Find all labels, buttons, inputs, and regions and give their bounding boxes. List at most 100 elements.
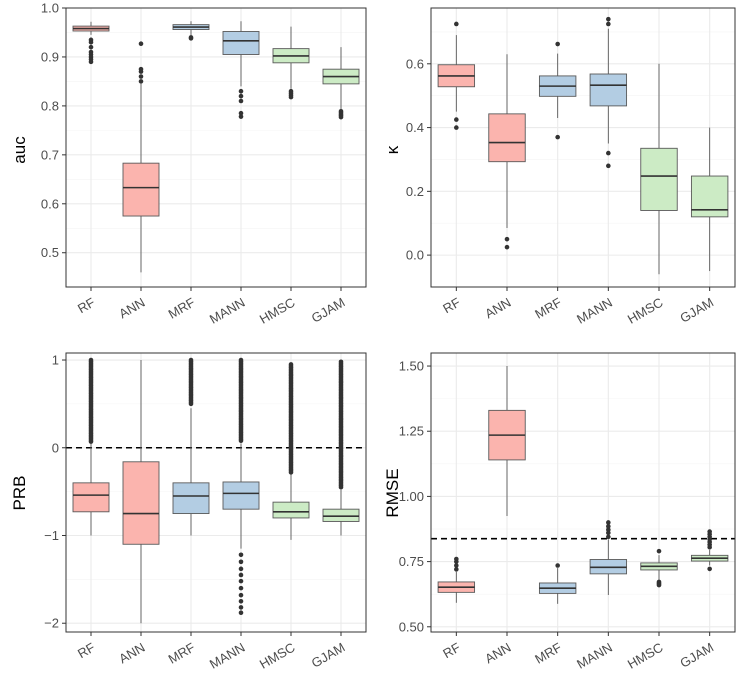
- outlier-point: [238, 585, 244, 591]
- ytick-label: 0.9: [41, 49, 59, 64]
- iqr-box: [122, 162, 160, 217]
- outlier-point: [606, 150, 611, 156]
- iqr-box: [122, 461, 160, 545]
- panel-kappa: κ 0.0 0.2 0.4 0.6 RF ANN MRF MANN HMSC GJAM: [383, 7, 736, 327]
- panel-prb: PRB −2 −1 0 1 RF ANN MRF MANN HMSC GJAM: [10, 352, 367, 672]
- panel-bg-rmse: [431, 353, 735, 632]
- iqr-box: [488, 113, 526, 163]
- outlier-point: [454, 556, 459, 562]
- outlier-point: [238, 552, 244, 558]
- iqr-box: [640, 147, 678, 211]
- box-ann: [122, 41, 160, 273]
- outlier-point: [454, 567, 459, 572]
- ytick-label: 1.50: [399, 359, 424, 374]
- outlier-point: [138, 66, 144, 72]
- box-mrf: [538, 41, 577, 140]
- panel-border: [65, 352, 367, 633]
- box-rf: [437, 556, 476, 603]
- outlier-point: [238, 98, 244, 104]
- xtick-label: MANN: [207, 295, 248, 327]
- outlier-point: [238, 93, 244, 99]
- outlier-point: [238, 610, 244, 615]
- box-mann: [222, 357, 260, 615]
- outlier-point: [454, 21, 459, 27]
- outlier-point: [288, 470, 294, 475]
- xtick-label: ANN: [116, 640, 147, 667]
- iqr-box: [589, 73, 628, 107]
- border-rmse: [430, 352, 736, 633]
- boxes-auc: [72, 21, 360, 273]
- xtick-label: GJAM: [309, 295, 348, 326]
- iqr-box: [72, 482, 110, 513]
- outlier-point: [88, 39, 94, 45]
- outlier-point: [656, 548, 662, 554]
- outlier-point: [707, 529, 712, 534]
- border-auc: [65, 7, 367, 288]
- xtick-label: GJAM: [677, 295, 716, 326]
- yticks-rmse: 0.50 0.75 1.00 1.25 1.50: [399, 359, 431, 634]
- iqr-box: [690, 175, 729, 218]
- outlier-point: [606, 21, 611, 27]
- ytick-label: −1: [44, 528, 59, 543]
- panel-bg-kappa: [431, 8, 735, 287]
- ytick-label: 1: [52, 353, 59, 368]
- ytick-label: 0.6: [41, 196, 59, 211]
- outlier-point: [238, 566, 244, 572]
- outlier-point: [606, 534, 611, 540]
- box-mann: [222, 21, 260, 119]
- outlier-point: [138, 74, 144, 79]
- outlier-point: [238, 88, 244, 94]
- outlier-point: [606, 527, 611, 533]
- outlier-point: [504, 236, 510, 242]
- box-rf: [72, 21, 110, 65]
- xtick-label: HMSC: [257, 640, 298, 672]
- ylabel-rmse: RMSE: [383, 468, 402, 517]
- xtick-label: RF: [440, 640, 463, 662]
- outlier-point: [504, 244, 510, 250]
- box-hmsc: [272, 26, 310, 100]
- box-mrf: [538, 563, 577, 604]
- outlier-point: [238, 572, 244, 578]
- box-ann: [488, 366, 526, 516]
- border-kappa: [430, 7, 736, 288]
- outlier-point: [707, 566, 712, 572]
- outlier-point: [555, 41, 560, 47]
- xtick-label: ANN: [116, 295, 147, 322]
- box-ann: [122, 360, 160, 624]
- ytick-label: 0.2: [406, 184, 424, 199]
- xtick-label: MRF: [532, 640, 564, 667]
- outlier-point: [238, 592, 244, 598]
- iqr-box: [222, 31, 260, 55]
- xtick-label: HMSC: [625, 640, 666, 672]
- box-gjam: [690, 529, 729, 572]
- xtick-label: MANN: [207, 640, 248, 672]
- box-mrf: [172, 357, 210, 536]
- xticks-auc: RF ANN MRF MANN HMSC GJAM: [75, 287, 348, 327]
- box-gjam: [322, 47, 360, 120]
- xtick-label: MRF: [166, 640, 198, 667]
- outlier-point: [606, 520, 611, 525]
- iqr-box: [272, 501, 310, 519]
- box-mrf: [172, 21, 210, 41]
- outlier-point: [238, 598, 244, 604]
- ytick-label: 1.0: [41, 1, 59, 16]
- outlier-point: [238, 559, 244, 565]
- ytick-label: 0.50: [399, 619, 424, 634]
- outlier-point: [188, 401, 194, 407]
- ylabel-prb: PRB: [10, 476, 29, 511]
- panel-bg-prb: [66, 353, 366, 632]
- panel-border: [430, 352, 736, 633]
- yticks-kappa: 0.0 0.2 0.4 0.6: [406, 56, 431, 263]
- xtick-label: ANN: [482, 295, 513, 322]
- panel-bg-auc: [66, 8, 366, 287]
- box-rf: [72, 357, 110, 536]
- outlier-point: [88, 439, 94, 444]
- outlier-point: [88, 44, 94, 50]
- ytick-label: 0.7: [41, 147, 59, 162]
- box-hmsc: [640, 548, 678, 588]
- panel-rmse: RMSE 0.50 0.75 1.00 1.25 1.50 RF ANN MRF MANN HM…: [383, 352, 736, 672]
- xtick-label: MRF: [532, 295, 564, 322]
- outlier-point: [656, 582, 662, 588]
- xticks-rmse: RF ANN MRF MANN HMSC GJAM: [440, 632, 716, 672]
- outlier-point: [606, 524, 611, 529]
